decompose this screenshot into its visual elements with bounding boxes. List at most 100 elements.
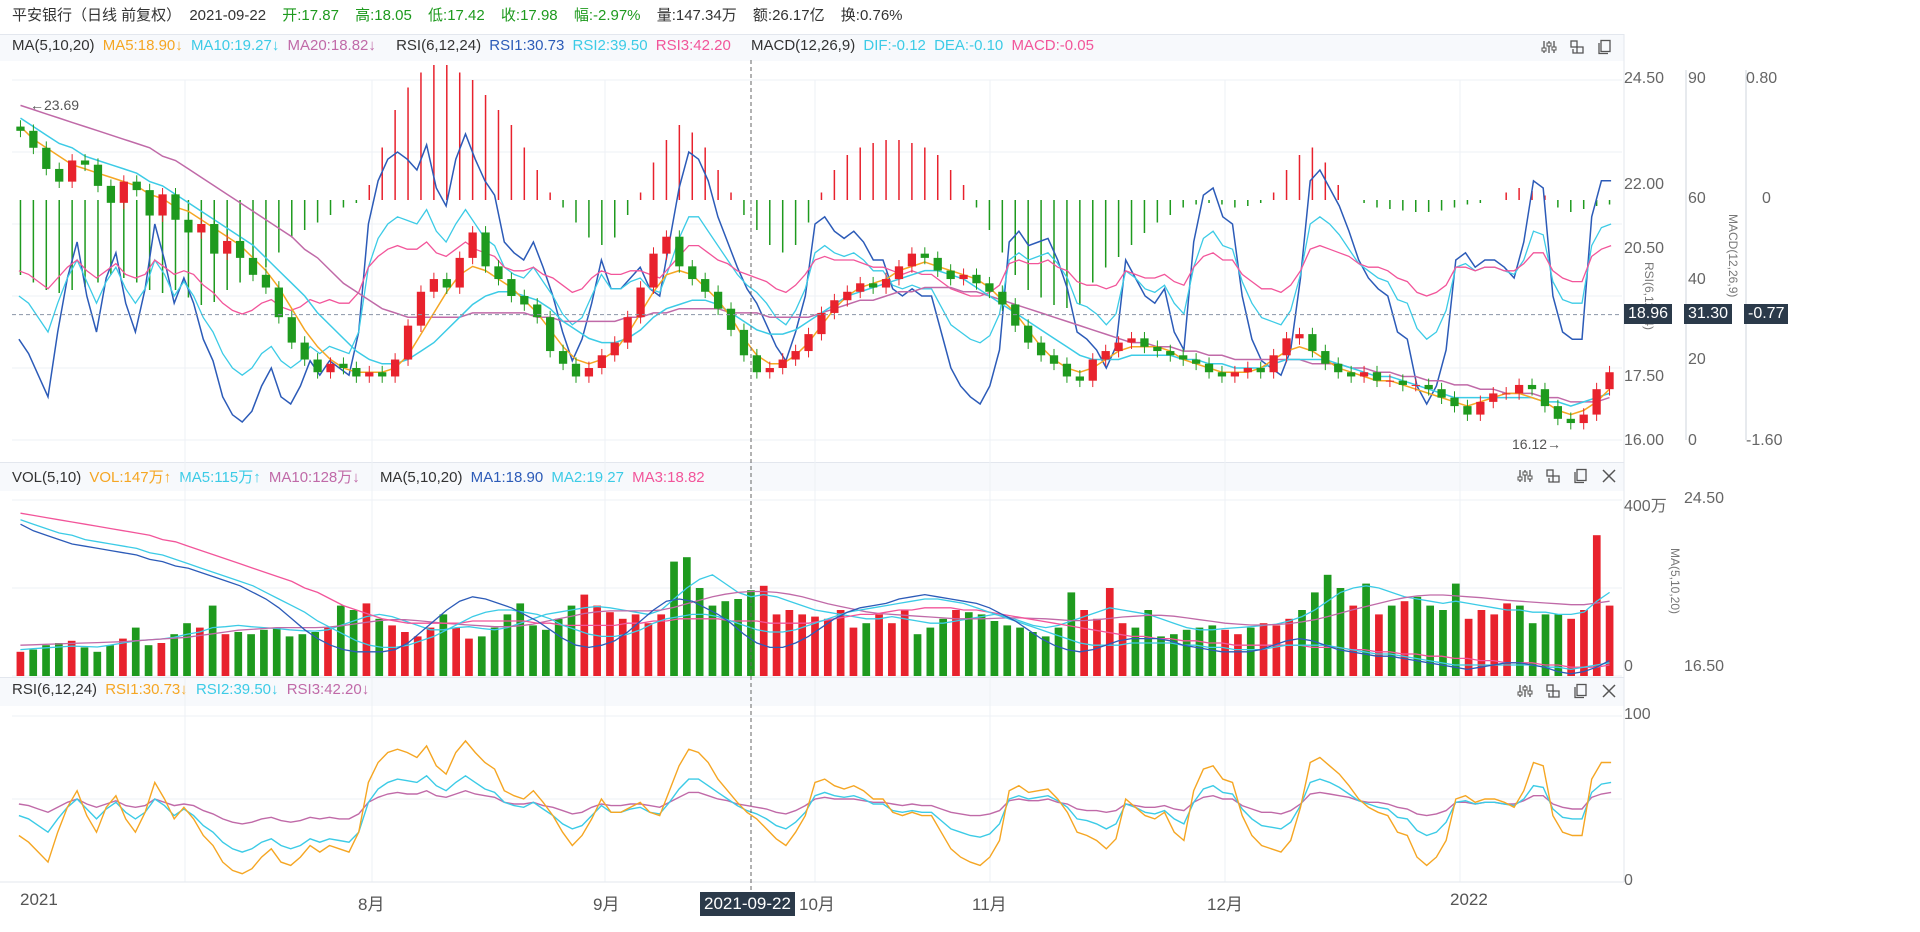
volume-bar xyxy=(529,625,537,676)
volume-bar xyxy=(798,614,807,676)
candle-body xyxy=(1140,338,1149,347)
volume-bar xyxy=(1157,636,1165,676)
candle-body xyxy=(1062,363,1072,377)
rsi-tick-40: 40 xyxy=(1688,271,1706,288)
legend-rsi2: RSI2:39.50 xyxy=(572,37,648,54)
candle-body xyxy=(287,317,296,343)
legend-dif: DIF:-0.12 xyxy=(863,37,926,54)
candle-body xyxy=(1424,384,1433,390)
legend-rsi-name: RSI(6,12,24) xyxy=(396,37,482,54)
candle-body xyxy=(132,181,141,191)
volume-bar xyxy=(272,627,281,676)
candle-body xyxy=(1334,363,1343,373)
volume-bar xyxy=(1118,623,1127,676)
candle-body xyxy=(145,190,154,216)
settings-sliders-icon[interactable] xyxy=(1540,38,1558,56)
candle-body xyxy=(765,368,774,373)
volume-bar xyxy=(1067,592,1076,676)
volume-bar xyxy=(1400,601,1409,676)
candle-body xyxy=(300,342,309,360)
volume-bar xyxy=(1105,588,1114,676)
legend-rsi-panel-name: RSI(6,12,24) xyxy=(12,681,98,698)
candle-body xyxy=(455,257,464,288)
rsi-tick-0: 0 xyxy=(1688,432,1697,449)
candle-body xyxy=(662,236,671,254)
vol-panel-ma1-line xyxy=(20,523,1610,675)
volume-bar xyxy=(1426,605,1435,676)
volume-bar xyxy=(939,618,948,676)
candle-body xyxy=(1450,397,1459,407)
volume-bar xyxy=(477,636,486,676)
legend-rsi1: RSI1:30.73 xyxy=(489,37,565,54)
candle-body xyxy=(688,266,697,280)
volume-bar xyxy=(1375,614,1383,676)
candle-body xyxy=(339,363,348,368)
volume-bar xyxy=(1490,614,1499,676)
popout-icon[interactable] xyxy=(1544,682,1562,700)
candle-body xyxy=(1295,334,1304,339)
candle-body xyxy=(972,274,981,284)
copy-icon[interactable] xyxy=(1596,38,1614,56)
candle-body xyxy=(1347,372,1356,377)
volume-bar xyxy=(131,627,140,676)
candle-body xyxy=(571,363,581,377)
settings-sliders-icon[interactable] xyxy=(1516,682,1534,700)
candle-body xyxy=(701,279,710,292)
volume-bar xyxy=(1054,627,1063,676)
volume-bar xyxy=(836,610,845,676)
volume-bar xyxy=(1516,605,1524,676)
volume-bar xyxy=(1477,610,1486,676)
stock-info-bar: 平安银行（日线 前复权） 2021-09-22 开:17.87 高:18.05 … xyxy=(12,4,915,26)
volume-bar xyxy=(208,605,217,676)
volume-bar xyxy=(247,634,255,676)
candle-body xyxy=(1540,389,1550,407)
volume-bar xyxy=(516,603,525,676)
info-date: 2021-09-22 xyxy=(189,7,267,24)
vol-ma10-line xyxy=(20,590,1610,646)
rsi-panel-tick-100: 100 xyxy=(1624,706,1651,723)
candle-body xyxy=(223,240,232,254)
volume-bar xyxy=(1003,625,1012,676)
volume-bar xyxy=(157,643,166,676)
volume-bar xyxy=(1336,588,1345,676)
candle-body xyxy=(1605,372,1614,390)
volume-bar xyxy=(413,636,422,676)
volume-bar xyxy=(362,603,371,676)
settings-sliders-icon[interactable] xyxy=(1516,467,1534,485)
candle-body xyxy=(739,329,749,356)
volume-bar xyxy=(195,627,204,676)
volume-bar xyxy=(119,638,127,676)
close-icon[interactable] xyxy=(1600,682,1618,700)
candle-body xyxy=(210,224,219,254)
candle-body xyxy=(274,287,283,318)
close-icon[interactable] xyxy=(1600,467,1618,485)
candle-body xyxy=(1127,338,1136,343)
info-turnover: 换:0.76% xyxy=(840,7,903,24)
volume-bar xyxy=(67,640,76,676)
volume-bar xyxy=(1541,614,1550,676)
info-amount: 额:26.17亿 xyxy=(752,7,825,24)
volume-bar xyxy=(490,627,499,676)
volume-bar xyxy=(1605,605,1614,676)
candle-body xyxy=(390,359,400,377)
candle-body xyxy=(1579,414,1588,424)
volume-bar xyxy=(1182,629,1191,676)
popout-icon[interactable] xyxy=(1568,38,1586,56)
candle-body xyxy=(675,236,684,267)
x-label-oct: 10月 xyxy=(799,895,835,914)
popout-icon[interactable] xyxy=(1544,467,1562,485)
candle-body xyxy=(1114,342,1123,352)
copy-icon[interactable] xyxy=(1572,467,1590,485)
volume-bar xyxy=(452,627,460,676)
copy-icon[interactable] xyxy=(1572,682,1590,700)
candle-body xyxy=(1527,384,1537,390)
info-open: 开:17.87 xyxy=(282,7,339,24)
candle-body xyxy=(171,194,180,220)
rsi-panel-rsi1-line xyxy=(18,739,1612,875)
candle-body xyxy=(416,291,426,326)
price-tick-16: 16.00 xyxy=(1624,432,1665,449)
candle-body xyxy=(597,355,606,368)
rsi-legend: RSI(6,12,24) RSI1:30.73↓ RSI2:39.50↓ RSI… xyxy=(12,681,373,703)
volume-bar xyxy=(465,638,473,676)
